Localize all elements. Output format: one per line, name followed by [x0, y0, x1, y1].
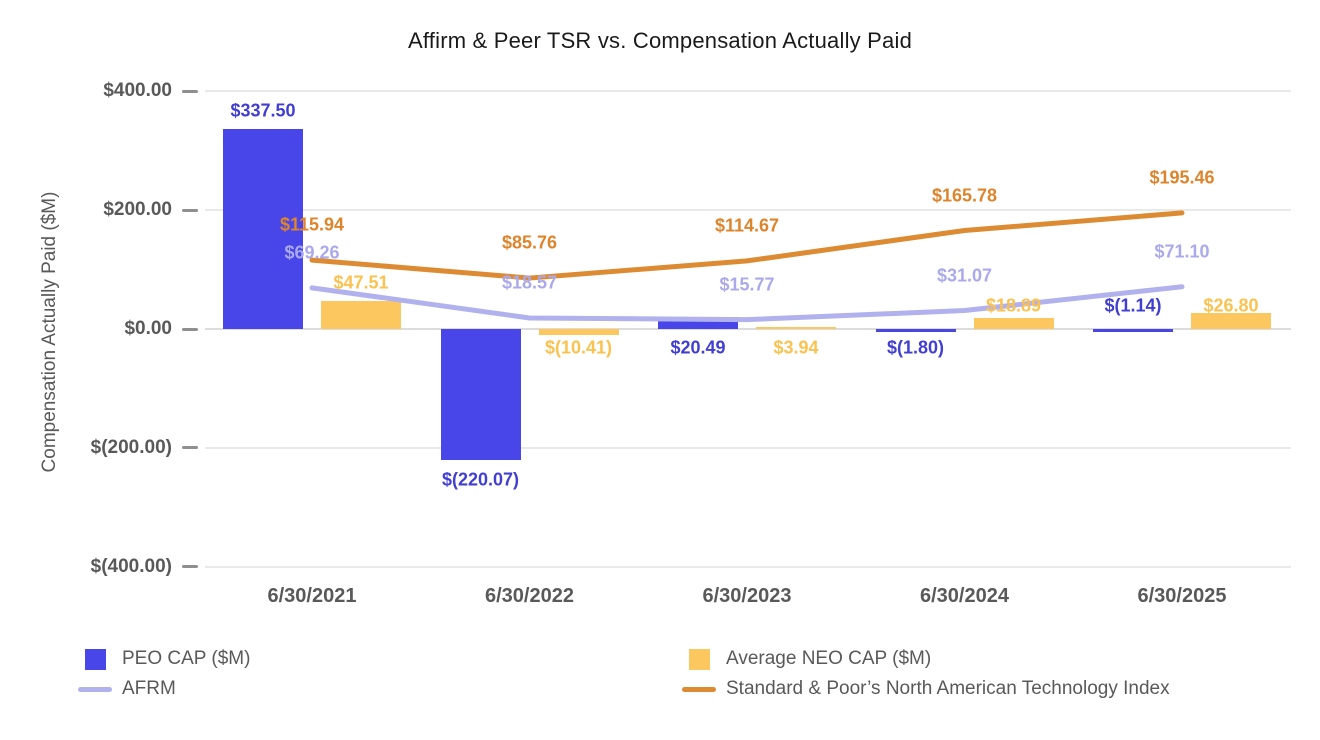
bar-value-label: $(10.41): [544, 337, 613, 358]
bar-value-label: $20.49: [670, 337, 726, 358]
neo-cap-bar: [973, 317, 1054, 329]
line-value-label: $69.26: [284, 242, 340, 263]
line-value-label: $114.67: [714, 215, 780, 236]
bar-value-label: $(1.80): [886, 337, 945, 358]
legend-item: Standard & Poor’s North American Technol…: [682, 676, 1170, 702]
afrm-line: [309, 284, 1185, 323]
line-value-label: $31.07: [936, 265, 993, 286]
legend-item: PEO CAP ($M): [78, 646, 250, 672]
y-tick-label: $(200.00): [90, 436, 172, 458]
neo-cap-bar: [756, 326, 836, 329]
legend-line-swatch: [78, 686, 112, 692]
bar-value-label: $3.94: [773, 337, 819, 358]
legend-label: AFRM: [122, 678, 176, 699]
gridline: [205, 90, 1291, 93]
x-axis-label: 6/30/2022: [485, 585, 574, 607]
peo-cap-bar: [1093, 329, 1173, 332]
x-axis-label: 6/30/2021: [267, 585, 357, 607]
neo-cap-bar: [538, 329, 619, 336]
bar-value-label: $18.89: [985, 295, 1042, 316]
legend-line-swatch: [682, 686, 716, 692]
bar-value-label: $(1.14): [1104, 295, 1162, 316]
peo-cap-bar: [440, 329, 521, 460]
gridline: [205, 446, 1291, 449]
x-axis-label: 6/30/2024: [920, 585, 1009, 607]
neo-cap-bar: [321, 300, 401, 329]
chart-title: Affirm & Peer TSR vs. Compensation Actua…: [408, 28, 912, 53]
y-axis-tick: [182, 208, 198, 212]
legend-label: PEO CAP ($M): [122, 648, 251, 669]
x-axis-label: 6/30/2023: [702, 585, 792, 607]
swatch-color: [78, 686, 112, 692]
y-tick-label: $(400.00): [90, 555, 172, 577]
legend-item: AFRM: [78, 676, 176, 702]
line-value-label: $71.10: [1154, 241, 1210, 262]
line-value-label: $18.57: [501, 272, 558, 293]
legend-label: Average NEO CAP ($M): [726, 648, 932, 669]
peo-cap-bar: [875, 329, 956, 332]
sp-tech-index-line: [309, 210, 1185, 281]
swatch-color: [688, 648, 710, 670]
y-axis-tick: [182, 446, 198, 450]
swatch-color: [682, 686, 716, 692]
y-tick-label: $0.00: [124, 318, 172, 339]
y-axis-tick: [182, 565, 198, 569]
x-axis-label: 6/30/2025: [1137, 585, 1227, 607]
neo-cap-bar: [1191, 313, 1271, 329]
bar-value-label: $47.51: [333, 272, 389, 293]
bar-value-label: $(220.07): [441, 469, 520, 490]
swatch-color: [84, 648, 106, 670]
line-value-label: $15.77: [719, 274, 775, 295]
y-axis-tick: [182, 89, 198, 93]
gridline: [205, 328, 1291, 330]
legend-square-swatch: [78, 648, 112, 670]
bar-value-label: $337.50: [230, 100, 296, 121]
line-value-label: $115.94: [279, 214, 345, 235]
y-tick-label: $400.00: [103, 80, 172, 102]
legend-label: Standard & Poor’s North American Technol…: [726, 678, 1170, 699]
line-value-label: $195.46: [1149, 167, 1215, 188]
bar-value-label: $26.80: [1203, 295, 1259, 316]
legend-square-swatch: [682, 648, 716, 670]
gridline: [205, 565, 1291, 568]
legend-item: Average NEO CAP ($M): [682, 646, 931, 672]
line-value-label: $85.76: [501, 232, 558, 253]
gridline: [205, 209, 1291, 212]
peo-cap-bar: [223, 128, 303, 329]
y-axis-tick: [182, 327, 198, 331]
y-tick-label: $200.00: [103, 199, 172, 221]
line-value-label: $165.78: [931, 185, 998, 206]
